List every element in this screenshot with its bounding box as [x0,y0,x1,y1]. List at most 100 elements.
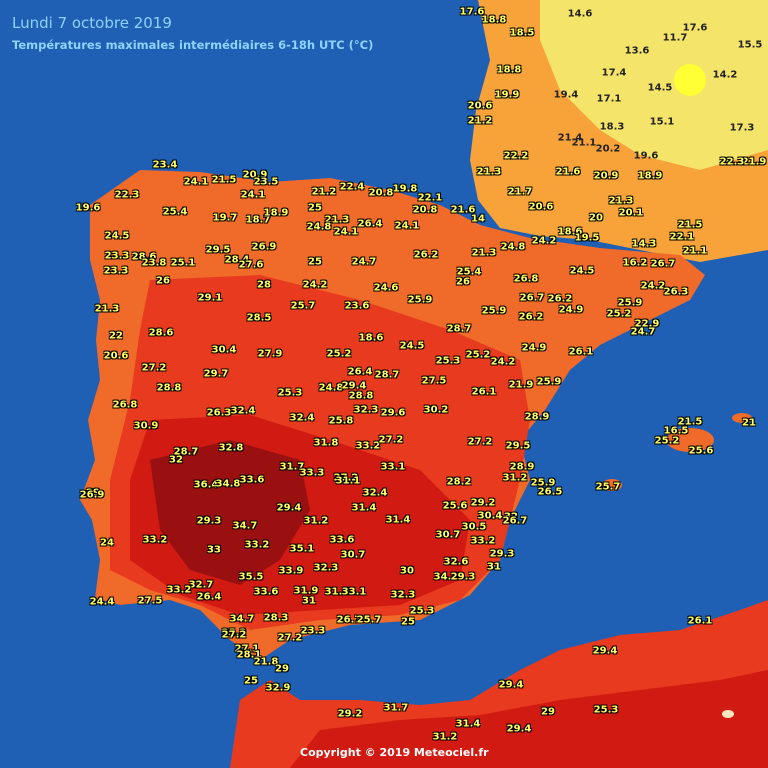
temperature-label: 21.3 [471,247,497,259]
temperature-label: 25 [308,202,322,214]
hot-spot [722,710,734,718]
temperature-label: 22.4 [339,181,365,193]
temperature-label: 25.3 [277,387,303,399]
temperature-label: 31.9 [324,586,350,598]
temperature-label: 30.7 [340,549,366,561]
temperature-label: 14 [471,213,485,225]
temperature-label: 29 [275,663,289,675]
temperature-label: 19.7 [212,212,238,224]
temperature-label: 22.1 [417,192,443,204]
temperature-label: 14.6 [567,8,593,20]
temperature-label: 27.1 [234,643,260,655]
temperature-label: 24.1 [394,220,420,232]
temperature-label: 29.7 [203,368,229,380]
temperature-label: 24 [100,537,114,549]
temperature-label: 24.2 [490,356,516,368]
temperature-label: 35.1 [289,543,315,555]
temperature-label: 23.4 [152,159,178,171]
temperature-label: 26.9 [251,241,277,253]
cool-spot [674,64,706,96]
temperature-label: 21.6 [555,166,581,178]
temperature-label: 20.8 [412,204,438,216]
temperature-label: 28.7 [446,323,472,335]
temperature-label: 30.9 [133,420,159,432]
temperature-label: 24.7 [351,256,377,268]
temperature-label: 27.2 [467,436,493,448]
temperature-label: 19.5 [574,232,600,244]
temperature-label: 28.1 [236,649,262,661]
temperature-label: 26.8 [513,273,539,285]
temperature-label: 15.5 [737,39,763,51]
temperature-label: 26.1 [471,386,497,398]
temperature-label: 26.1 [568,346,594,358]
temperature-label: 26.2 [547,293,573,305]
temperature-label: 27.2 [378,434,404,446]
temperature-label: 26.4 [196,591,222,603]
temperature-label: 29.1 [197,292,223,304]
temperature-label: 25.9 [530,477,556,489]
temperature-label: 23.3 [300,625,326,637]
temperature-label: 21.3 [324,214,350,226]
temperature-label: 24.2 [302,279,328,291]
iberia-extreme-zone [150,440,310,585]
temperature-label: 25.9 [407,294,433,306]
temperature-label: 21.5 [677,219,703,231]
temperature-label: 33.2 [166,584,192,596]
temperature-label: 31.4 [351,502,377,514]
temperature-label: 23.3 [103,265,129,277]
temperature-label: 33.2 [470,535,496,547]
temperature-label: 18.6 [557,226,583,238]
temperature-label: 29.5 [505,440,531,452]
temperature-label: 25.3 [593,704,619,716]
temperature-label: 27.9 [257,348,283,360]
temperature-label: 20.9 [242,169,268,181]
temperature-label: 19.6 [75,202,101,214]
temperature-label: 25.4 [162,206,188,218]
temperature-label: 32.6 [443,556,469,568]
temperature-label: 26.4 [347,366,373,378]
temperature-label: 31.4 [385,514,411,526]
temperature-label: 25.8 [328,415,354,427]
temperature-label: 27.2 [277,632,303,644]
temperature-label: 17.3 [729,122,755,134]
temperature-label: 32.3 [353,404,379,416]
temperature-label: 26 [456,276,470,288]
temperature-label: 33.2 [355,440,381,452]
temperature-label: 26.2 [518,311,544,323]
temperature-label: 25.6 [688,445,714,457]
temperature-label: 18.6 [358,332,384,344]
temperature-label: 22.1 [669,231,695,243]
temperature-label: 26.7 [519,292,545,304]
temperature-label: 27.2 [333,472,359,484]
temperature-label: 25.2 [326,348,352,360]
temperature-label: 34.7 [232,520,258,532]
temperature-label: 33.2 [244,539,270,551]
temperature-label: 24.4 [89,596,115,608]
temperature-label: 33.6 [329,534,355,546]
temperature-label: 24.8 [318,382,344,394]
temperature-label: 28.6 [148,327,174,339]
temperature-label: 28.7 [173,446,199,458]
temperature-label: 24.1 [183,176,209,188]
temperature-label: 29.4 [592,645,618,657]
temperature-label: 26.3 [663,286,689,298]
temperature-label: 24.5 [569,265,595,277]
temperature-label: 24.5 [399,340,425,352]
temperature-label: 29 [86,487,100,499]
temperature-label: 22.9 [634,318,660,330]
menorca-island [732,413,752,423]
temperature-label: 25 [401,616,415,628]
north-africa-hot-zone [290,670,768,768]
temperature-label: 31.2 [303,515,329,527]
temperature-label: 22.3 [114,189,140,201]
temperature-label: 33.6 [239,474,265,486]
temperature-label: 33.6 [253,586,279,598]
temperature-label: 19.4 [553,89,579,101]
temperature-label: 25.7 [595,481,621,493]
temperature-label: 29.3 [489,548,515,560]
temperature-label: 29.6 [380,407,406,419]
temperature-label: 28.3 [263,612,289,624]
temperature-label: 32.4 [289,412,315,424]
temperature-label: 31 [302,595,316,607]
temperature-label: 18.7 [245,214,271,226]
